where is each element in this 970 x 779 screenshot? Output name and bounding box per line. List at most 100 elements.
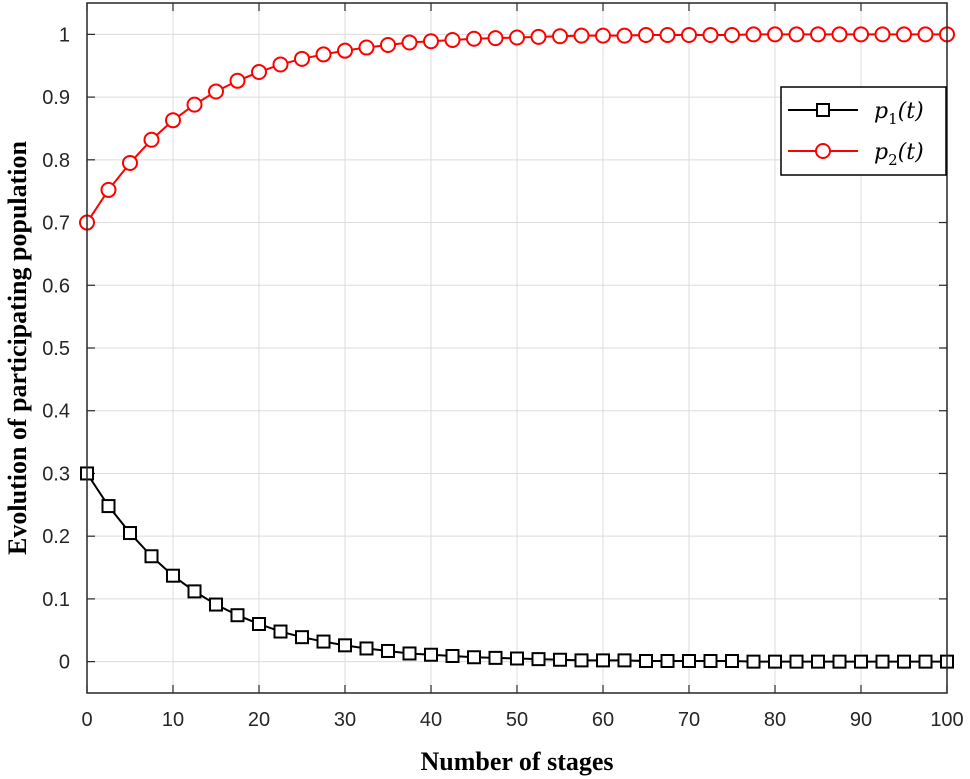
series-p1 (80, 466, 954, 669)
x-tick-label: 30 (334, 709, 356, 731)
data-point-p1 (209, 597, 223, 612)
legend-label-p1: p1(t) (874, 99, 924, 128)
data-point-p2 (659, 26, 676, 43)
data-point-p2 (681, 26, 697, 43)
data-point-p1 (424, 647, 438, 662)
data-point-p2 (272, 56, 289, 73)
x-tick-label: 70 (678, 709, 700, 731)
legend-label-p2-tail: (t) (898, 140, 924, 165)
data-point-p2 (530, 28, 547, 45)
data-point-p2 (122, 154, 138, 171)
legend: p1(t) p2(t) (780, 86, 947, 176)
data-point-p1 (316, 634, 331, 649)
data-point-p2 (745, 26, 762, 43)
data-point-p1 (467, 650, 481, 665)
legend-label-p2-sub: 2 (888, 151, 898, 169)
data-point-p2 (853, 26, 869, 43)
data-point-p1 (875, 654, 890, 669)
data-point-p1 (402, 646, 417, 661)
data-point-p2 (315, 46, 332, 63)
y-tick-labels: 0 0.1 0.2 0.3 0.4 0.5 0.6 0.7 0.8 0.9 1 (42, 24, 70, 673)
x-tick-label: 60 (592, 709, 614, 731)
y-tick-label: 0.6 (42, 275, 70, 297)
data-point-p2 (638, 26, 654, 43)
y-tick-label: 0.3 (42, 463, 70, 485)
x-tick-label: 0 (81, 709, 92, 731)
data-point-p1 (746, 654, 761, 669)
y-tick-label: 0.5 (42, 338, 70, 360)
y-tick-label: 1 (59, 24, 70, 46)
data-point-p1 (832, 654, 847, 669)
data-point-p2 (724, 26, 740, 43)
data-point-p2 (208, 83, 224, 100)
x-tick-label: 40 (420, 709, 442, 731)
data-point-p2 (810, 26, 826, 43)
y-tick-label: 0.2 (42, 526, 70, 548)
data-point-p1 (359, 641, 374, 656)
data-point-p1 (660, 654, 675, 669)
data-point-p1 (617, 653, 632, 668)
legend-label-p2: p2(t) (874, 140, 924, 169)
data-point-p1 (725, 654, 739, 669)
data-point-p1 (596, 653, 610, 668)
data-point-p2 (702, 26, 719, 43)
x-tick-label: 100 (930, 709, 963, 731)
data-point-p2 (616, 27, 633, 44)
data-point-p2 (186, 96, 203, 113)
series-p2 (79, 26, 955, 231)
x-tick-labels: 0 10 20 30 40 50 60 70 80 90 100 (81, 709, 963, 731)
data-point-p1 (682, 654, 696, 669)
data-point-p2 (509, 29, 525, 46)
data-point-p2 (552, 28, 568, 45)
data-point-p2 (251, 64, 267, 80)
data-point-p2 (100, 181, 117, 198)
x-tick-label: 20 (248, 709, 270, 731)
data-point-p2 (423, 33, 439, 50)
data-point-p2 (444, 32, 461, 49)
data-point-p2 (380, 37, 396, 54)
plot-border (86, 2, 948, 694)
series (79, 26, 955, 669)
x-tick-label: 50 (506, 709, 528, 731)
data-point-p1 (252, 617, 266, 631)
data-point-p1 (510, 651, 524, 666)
data-point-p1 (897, 654, 911, 669)
x-axis-label: Number of stages (420, 747, 613, 776)
data-point-p2 (294, 50, 310, 67)
y-tick-label: 0.9 (42, 87, 70, 109)
data-point-p1 (639, 654, 653, 669)
data-point-p2 (143, 131, 160, 148)
y-tick-label: 0.1 (42, 589, 70, 611)
data-point-p2 (917, 26, 934, 43)
data-point-p1 (273, 624, 288, 639)
y-tick-label: 0 (59, 652, 70, 674)
data-point-p1 (295, 630, 309, 645)
data-point-p2 (896, 26, 912, 43)
y-tick-label: 0.8 (42, 150, 70, 172)
data-point-p1 (789, 654, 804, 669)
y-tick-label: 0.4 (42, 401, 70, 423)
data-point-p1 (230, 608, 245, 623)
data-point-p2 (767, 26, 783, 43)
data-point-p1 (854, 654, 868, 669)
data-point-p1 (768, 654, 782, 669)
y-tick-label: 0.7 (42, 213, 70, 235)
data-point-p1 (918, 654, 933, 669)
data-point-p2 (595, 27, 611, 44)
data-point-p2 (401, 34, 418, 51)
data-point-p1 (166, 568, 180, 583)
data-point-p2 (165, 112, 181, 129)
legend-label-p1-sub: 1 (888, 110, 898, 128)
x-tick-label: 90 (850, 709, 872, 731)
y-axis-label: Evolution of participating population (3, 141, 32, 555)
data-point-p2 (874, 26, 891, 43)
data-point-p1 (488, 650, 503, 665)
data-point-p1 (703, 654, 718, 669)
data-point-p1 (574, 653, 589, 668)
data-point-p1 (811, 654, 825, 669)
data-point-p1 (553, 652, 567, 667)
data-point-p2 (337, 42, 353, 59)
legend-marker-p2 (815, 143, 831, 159)
data-point-p2 (573, 27, 590, 44)
data-point-p1 (101, 499, 116, 514)
